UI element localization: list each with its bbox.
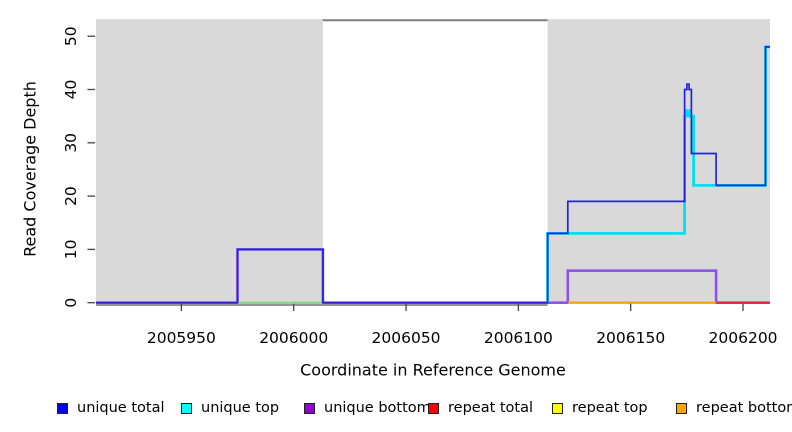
x-tick-label: 2006200 xyxy=(709,329,778,347)
y-tick-label: 30 xyxy=(62,133,80,153)
legend-swatch-unique-top xyxy=(181,402,192,414)
legend-item-repeat-top: repeat top xyxy=(552,400,648,416)
x-tick-label: 2006000 xyxy=(259,329,328,347)
legend-item-repeat-total: repeat total xyxy=(428,400,533,416)
legend-item-repeat-bottom: repeat bottom xyxy=(676,400,792,416)
shaded-region xyxy=(96,19,323,304)
legend-label: repeat top xyxy=(572,400,648,416)
legend-swatch-unique-total xyxy=(57,402,68,414)
y-tick-label: 20 xyxy=(62,186,80,206)
legend-swatch-repeat-total xyxy=(428,402,439,414)
y-tick-label: 0 xyxy=(62,298,80,308)
y-tick-label: 40 xyxy=(62,80,80,100)
x-tick-label: 2006050 xyxy=(372,329,441,347)
legend: unique total unique top unique bottom repea… xyxy=(0,400,792,420)
x-tick-label: 2005950 xyxy=(147,329,216,347)
legend-item-unique-bottom: unique bottom xyxy=(304,400,431,416)
shaded-region xyxy=(547,19,770,304)
legend-item-unique-total: unique total xyxy=(57,400,165,416)
legend-label: repeat total xyxy=(448,400,534,416)
plot-canvas: 2005950 2006000 2006050 2006100 2006150 20062… xyxy=(62,19,778,347)
legend-label: repeat bottom xyxy=(696,400,792,416)
y-tick-label: 10 xyxy=(62,240,80,260)
series-line-unique-total xyxy=(96,46,770,304)
legend-label: unique bottom xyxy=(324,400,431,416)
y-axis-title: Read Coverage Depth xyxy=(20,81,40,257)
x-axis-title: Coordinate in Reference Genome xyxy=(300,360,566,380)
x-tick-label: 2006100 xyxy=(484,329,553,347)
legend-item-unique-top: unique top xyxy=(181,400,279,416)
legend-swatch-repeat-top xyxy=(552,402,563,414)
y-tick-label: 50 xyxy=(62,26,80,46)
legend-swatch-repeat-bottom xyxy=(676,402,687,414)
x-tick-label: 2006150 xyxy=(596,329,665,347)
legend-label: unique top xyxy=(201,400,280,416)
legend-label: unique total xyxy=(77,400,165,416)
legend-swatch-unique-bottom xyxy=(304,402,315,414)
